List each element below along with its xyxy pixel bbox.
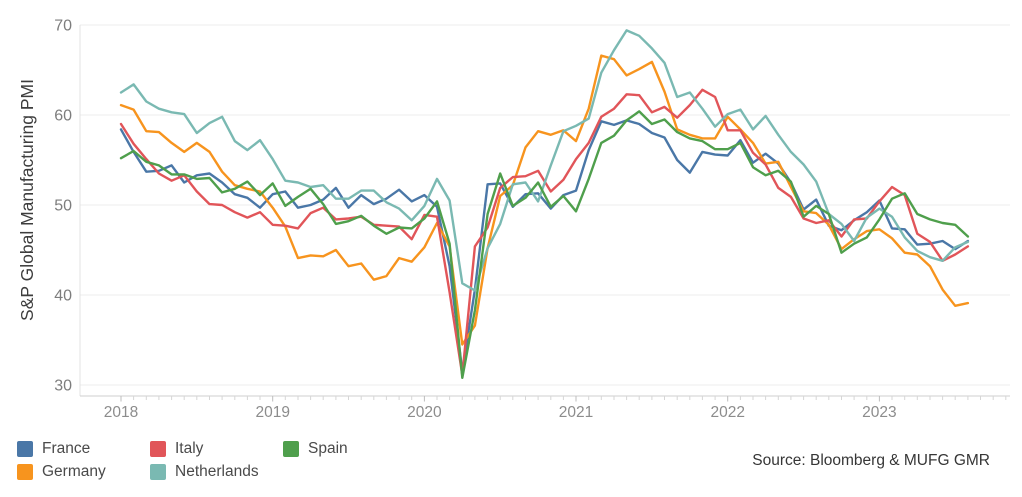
legend-label-netherlands: Netherlands (175, 463, 259, 480)
legend-swatch-france (17, 441, 33, 457)
chart-footer: France Germany Italy Netherlands Spain S… (0, 434, 1022, 494)
x-tick-label-2018: 2018 (104, 404, 138, 421)
pmi-line-chart: 2018 2019 2020 2021 2022 2023 30 40 50 60 70 S&P Gl… (17, 18, 1010, 421)
y-tick-label-60: 60 (54, 108, 72, 125)
legend-item-netherlands: Netherlands (150, 464, 283, 480)
legend-swatch-italy (150, 441, 166, 457)
legend-item-france: France (17, 441, 150, 457)
y-tick-label-30: 30 (54, 378, 72, 395)
x-tick-label-2020: 2020 (407, 404, 442, 421)
legend-label-spain: Spain (308, 440, 348, 457)
legend-swatch-spain (283, 441, 299, 457)
y-tick-label-70: 70 (54, 18, 72, 35)
legend-item-germany: Germany (17, 464, 150, 480)
y-tick-label-50: 50 (54, 198, 72, 215)
legend-item-italy: Italy (150, 441, 283, 457)
x-tick-label-2019: 2019 (255, 404, 289, 421)
line-netherlands (119, 29, 970, 292)
legend-label-france: France (42, 440, 91, 457)
y-tick-label-40: 40 (54, 288, 72, 305)
x-tick-label-2021: 2021 (559, 404, 593, 421)
legend-label-germany: Germany (42, 463, 106, 480)
chart-legend: France Germany Italy Netherlands Spain (17, 438, 416, 483)
line-spain (119, 110, 970, 379)
legend-label-italy: Italy (175, 440, 204, 457)
y-axis-title: S&P Global Manufacturing PMI (17, 79, 37, 321)
legend-item-spain: Spain (283, 441, 416, 457)
legend-swatch-netherlands (150, 464, 166, 480)
legend-swatch-germany (17, 464, 33, 480)
source-note: Source: Bloomberg & MUFG GMR (752, 452, 990, 469)
x-tick-label-2022: 2022 (710, 404, 744, 421)
x-tick-label-2023: 2023 (862, 404, 896, 421)
